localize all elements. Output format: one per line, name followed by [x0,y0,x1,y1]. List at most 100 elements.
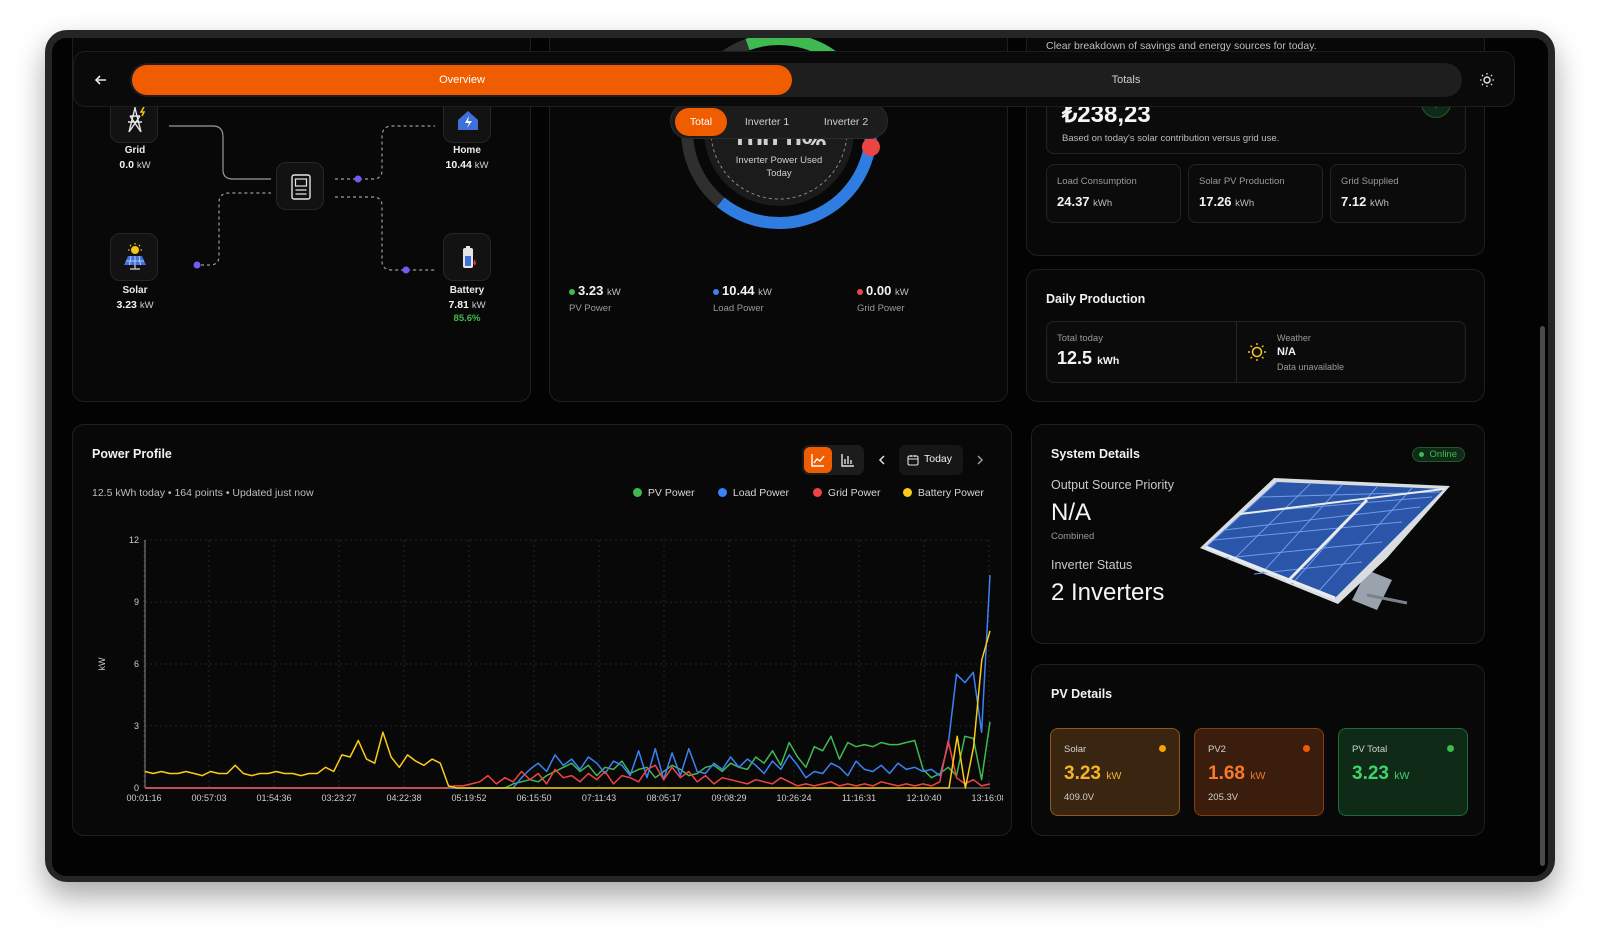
x-tick-label: 07:11:43 [582,793,616,803]
system-details-card: System Details Online Output Source Prio… [1031,424,1485,644]
bar-chart-icon [841,454,854,467]
daily-total-label: Total today [1057,333,1103,344]
weather-label: Weather [1277,333,1311,343]
series-line-battery-power [144,630,991,789]
pv-card-pv2[interactable]: PV2 1.68 kW 205.3V [1194,728,1324,816]
stat-solar-production: Solar PV Production 17.26 kWh [1188,164,1323,223]
daily-divider [1236,322,1237,382]
daily-production-title: Daily Production [1046,292,1146,306]
weather-note: Data unavailable [1277,362,1345,372]
output-priority-note: Combined [1051,531,1095,542]
x-tick-label: 11:16:31 [842,793,876,803]
flow-dot-battery [402,266,410,274]
scrollbar-track[interactable] [1540,38,1545,876]
stat-grid-supplied: Grid Supplied 7.12 kWh [1330,164,1466,223]
power-profile-chart[interactable]: 0 3 6 9 12 00:01:16 00:57:03 01:54:36 03:23:27 04… [83,525,1003,825]
tab-total[interactable]: Total [675,108,727,136]
gauge-center-label: Inverter Power Used [735,155,823,166]
tab-inverter-1[interactable]: Inverter 1 [744,116,790,128]
pv-solar-dot [1159,745,1166,752]
x-tick-label: 01:54:36 [256,793,291,803]
power-profile-title: Power Profile [92,447,172,461]
line-chart-button[interactable] [804,447,832,473]
stat-load-consumption: Load Consumption 24.37 kWh [1046,164,1181,223]
home-icon [458,111,478,130]
dashboard-screen: Grid 0.0 kW Home 10.44 kW [52,38,1548,876]
pv-card-total[interactable]: PV Total 3.23 kW [1338,728,1468,816]
inverter-node[interactable] [276,162,324,210]
battery-node[interactable] [443,233,491,281]
x-tick-label: 06:15:50 [516,793,551,803]
gauge-stat-grid: 0.00 kW Grid Power [857,283,909,314]
date-label: Today [924,453,953,465]
flow-lines [169,125,435,274]
x-tick-label: 12:10:40 [906,793,941,803]
savings-description: Clear breakdown of savings and energy so… [1046,40,1317,52]
weather-sun-icon [1248,343,1266,361]
grid-label: Grid [124,145,146,156]
savings-note: Based on today's solar contribution vers… [1062,133,1280,144]
legend-pv-power[interactable]: PV Power [633,487,695,499]
theme-toggle-icon[interactable] [1478,71,1496,89]
solar-panel-icon [124,243,146,270]
pv-total-dot [1447,745,1454,752]
legend-grid-power[interactable]: Grid Power [813,487,880,499]
x-tick-label: 00:57:03 [191,793,226,803]
output-priority-value: N/A [1051,499,1092,526]
x-tick-label: 08:05:17 [646,793,681,803]
gauge-stat-load: 10.44 kW Load Power [713,283,772,314]
tab-overview-label[interactable]: Overview [439,74,485,86]
back-arrow-icon[interactable] [92,71,110,89]
flow-dot-solar [193,261,201,269]
tab-overview[interactable] [132,65,792,95]
weather-value: N/A [1277,346,1296,358]
solar-value: 3.23 kW [116,299,154,311]
y-tick-label: 12 [129,535,139,545]
legend-grid-dot [813,488,822,497]
next-day-icon[interactable] [973,453,987,467]
x-tick-label: 03:23:27 [321,793,356,803]
tab-totals[interactable]: Totals [1111,74,1141,86]
gauge-stat-pv: 3.23 kW PV Power [569,283,621,314]
calendar-icon [907,455,919,466]
x-tick-label: 04:22:38 [386,793,421,803]
home-value: 10.44 kW [445,159,489,171]
legend-load-dot [718,488,727,497]
solar-node[interactable] [110,233,158,281]
daily-total-box: Total today 12.5 kWh Weather N/A Data un… [1046,321,1466,383]
legend-load-power[interactable]: Load Power [718,487,789,499]
scrollbar-thumb[interactable] [1540,326,1545,866]
pv-card-solar[interactable]: Solar 3.23 kW 409.0V [1050,728,1180,816]
legend-battery-power[interactable]: Battery Power [903,487,984,499]
legend-battery-dot [903,488,912,497]
bar-chart-button[interactable] [834,447,862,473]
flow-dot-home [354,175,362,183]
series-line-load-power [145,575,991,789]
home-label: Home [453,145,481,156]
x-tick-label: 10:26:24 [776,793,811,803]
pv-dot [569,289,575,295]
gauge-center-label-2: Today [766,168,792,179]
solar-label: Solar [122,285,148,296]
online-dot [1418,452,1424,457]
transmission-tower-icon [128,106,146,133]
y-tick-label: 9 [134,597,139,607]
tab-inverter-2[interactable]: Inverter 2 [823,116,869,128]
power-profile-summary: 12.5 kWh today • 164 points • Updated ju… [92,487,314,499]
inverter-tab-group: Total Inverter 1 Inverter 2 [670,103,888,139]
legend-pv-dot [633,488,642,497]
series-line-grid-power [145,739,991,789]
pv-pv2-dot [1303,745,1310,752]
battery-icon [463,246,477,268]
load-dot [713,289,719,295]
x-tick-label: 13:16:08 [971,793,1003,803]
inverter-status-value: 2 Inverters [1051,579,1165,606]
y-tick-label: 0 [134,783,139,793]
grid-value: 0.0 kW [119,159,151,171]
date-picker-button[interactable]: Today [899,445,963,475]
chart-type-toggle [802,445,864,475]
daily-total-value: 12.5 kWh [1057,348,1120,368]
battery-soc: 85.6% [453,313,481,324]
y-axis-label: kW [97,657,107,671]
prev-day-icon[interactable] [875,453,889,467]
